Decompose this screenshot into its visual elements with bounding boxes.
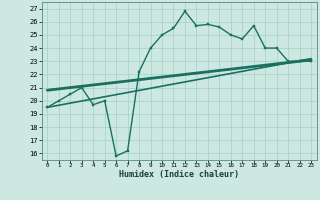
X-axis label: Humidex (Indice chaleur): Humidex (Indice chaleur)	[119, 170, 239, 179]
